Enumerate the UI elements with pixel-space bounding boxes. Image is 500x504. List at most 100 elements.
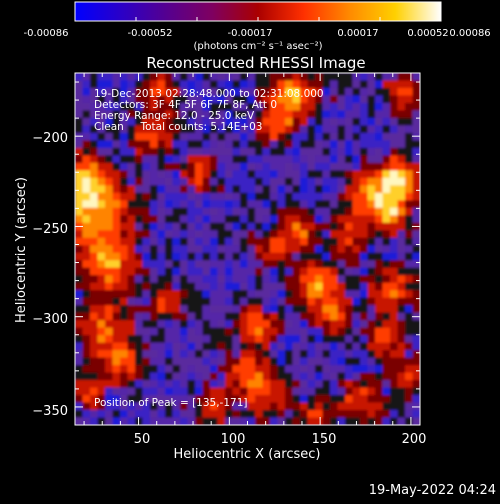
heatmap-pixel <box>210 177 219 186</box>
heatmap-pixel <box>367 410 376 419</box>
heatmap-pixel <box>157 207 166 216</box>
heatmap-pixel <box>255 387 264 396</box>
heatmap-pixel <box>292 207 301 216</box>
heatmap-pixel <box>232 275 241 284</box>
heatmap-pixel <box>75 192 84 201</box>
heatmap-pixel <box>172 267 181 276</box>
heatmap-pixel <box>142 200 151 209</box>
heatmap-pixel <box>225 110 234 119</box>
heatmap-pixel <box>187 312 196 321</box>
heatmap-pixel <box>90 305 99 314</box>
heatmap-pixel <box>345 312 354 321</box>
heatmap-pixel <box>90 312 99 321</box>
heatmap-pixel <box>330 357 339 366</box>
heatmap-pixel <box>165 267 174 276</box>
heatmap-pixel <box>172 417 181 425</box>
heatmap-pixel <box>225 170 234 179</box>
heatmap-pixel <box>247 140 256 149</box>
heatmap-pixel <box>405 87 414 97</box>
heatmap-pixel <box>157 387 166 396</box>
heatmap-pixel <box>120 125 129 134</box>
heatmap-pixel <box>142 162 151 171</box>
heatmap-pixel <box>382 125 391 134</box>
heatmap-pixel <box>202 380 211 389</box>
heatmap-pixel <box>105 117 114 127</box>
heatmap-pixel <box>135 320 144 329</box>
heatmap-pixel <box>337 177 346 186</box>
heatmap-pixel <box>262 245 271 254</box>
heatmap-pixel <box>82 237 91 246</box>
heatmap-pixel <box>345 102 354 112</box>
heatmap-pixel <box>210 117 219 127</box>
heatmap-pixel <box>360 102 369 112</box>
heatmap-pixel <box>165 290 174 299</box>
heatmap-pixel <box>382 117 391 127</box>
heatmap-pixel <box>397 365 406 374</box>
heatmap-pixel <box>330 335 339 344</box>
heatmap-pixel <box>90 395 99 404</box>
heatmap-pixel <box>105 230 114 239</box>
heatmap-pixel <box>97 80 106 89</box>
heatmap-pixel <box>232 215 241 224</box>
heatmap-pixel <box>120 410 129 419</box>
heatmap-pixel <box>337 87 346 97</box>
heatmap-pixel <box>255 200 264 209</box>
heatmap-pixel <box>352 200 361 209</box>
heatmap-pixel <box>112 282 121 291</box>
heatmap-pixel <box>210 140 219 149</box>
heatmap-pixel <box>360 177 369 186</box>
heatmap-pixel <box>307 275 316 284</box>
heatmap-pixel <box>195 395 204 404</box>
heatmap-pixel <box>307 230 316 239</box>
heatmap-pixel <box>397 102 406 112</box>
heatmap-pixel <box>397 260 406 269</box>
heatmap-pixel <box>337 275 346 284</box>
heatmap-pixel <box>405 140 414 149</box>
heatmap-pixel <box>375 117 384 127</box>
heatmap-pixel <box>412 410 420 419</box>
heatmap-pixel <box>187 132 196 141</box>
heatmap-pixel <box>120 140 129 149</box>
heatmap-pixel <box>150 155 159 164</box>
heatmap-pixel <box>300 110 309 119</box>
heatmap-pixel <box>202 200 211 209</box>
heatmap-pixel <box>247 267 256 276</box>
heatmap-pixel <box>300 297 309 306</box>
heatmap-pixel <box>345 73 354 82</box>
heatmap-pixel <box>397 87 406 97</box>
heatmap-pixel <box>217 207 226 216</box>
heatmap-pixel <box>412 245 420 254</box>
heatmap-pixel <box>90 387 99 396</box>
heatmap-pixel <box>75 260 84 269</box>
heatmap-pixel <box>172 73 181 82</box>
heatmap-pixel <box>135 110 144 119</box>
heatmap-pixel <box>307 102 316 112</box>
heatmap-pixel <box>165 245 174 254</box>
heatmap-pixel <box>292 125 301 134</box>
heatmap-pixel <box>240 110 249 119</box>
heatmap-pixel <box>157 395 166 404</box>
heatmap-pixel <box>345 290 354 299</box>
heatmap-pixel <box>157 215 166 224</box>
heatmap-pixel <box>345 417 354 425</box>
heatmap-pixel <box>300 237 309 246</box>
heatmap-pixel <box>367 402 376 411</box>
heatmap-pixel <box>187 185 196 194</box>
heatmap-pixel <box>217 185 226 194</box>
heatmap-pixel <box>240 162 249 171</box>
heatmap-pixel <box>277 147 286 156</box>
heatmap-pixel <box>210 327 219 336</box>
heatmap-pixel <box>375 87 384 97</box>
heatmap-pixel <box>360 155 369 164</box>
heatmap-pixel <box>337 222 346 231</box>
heatmap-pixel <box>360 335 369 344</box>
heatmap-pixel <box>405 417 414 425</box>
heatmap-pixel <box>285 215 294 224</box>
heatmap-pixel <box>90 417 99 425</box>
heatmap-pixel <box>285 132 294 141</box>
heatmap-pixel <box>292 395 301 404</box>
heatmap-pixel <box>112 417 121 425</box>
heatmap-pixel <box>375 222 384 231</box>
heatmap-pixel <box>90 267 99 276</box>
heatmap-pixel <box>255 342 264 351</box>
